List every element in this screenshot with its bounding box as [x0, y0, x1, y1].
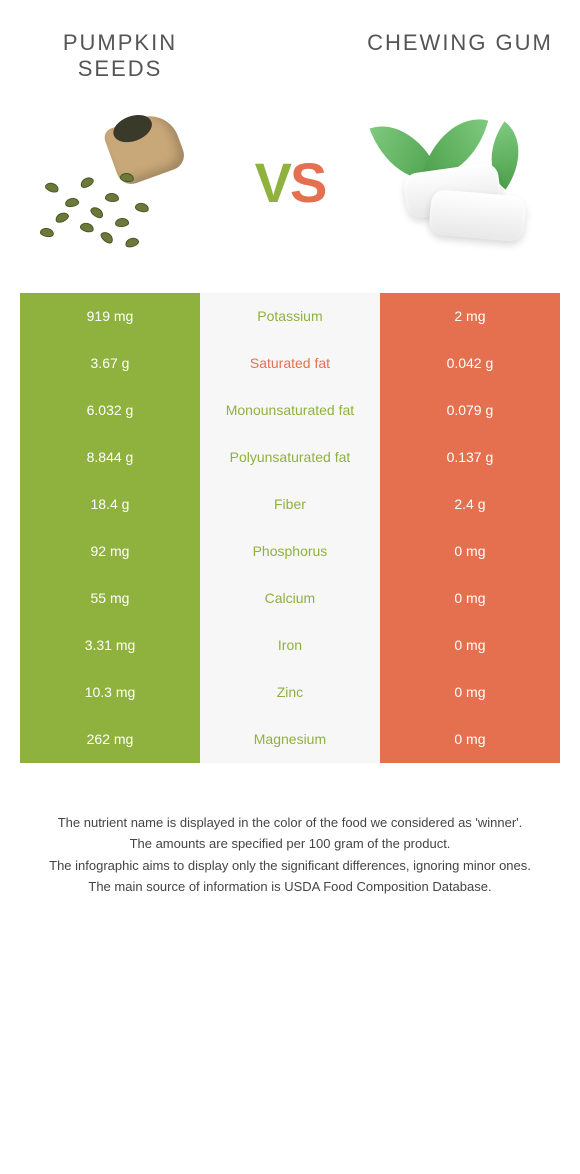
value-left: 3.31 mg	[20, 622, 200, 669]
value-left: 262 mg	[20, 716, 200, 763]
value-left: 919 mg	[20, 293, 200, 340]
nutrient-label: Iron	[200, 622, 380, 669]
value-right: 0 mg	[380, 622, 560, 669]
nutrient-label: Polyunsaturated fat	[200, 434, 380, 481]
footer-line-4: The main source of information is USDA F…	[30, 877, 550, 897]
value-left: 8.844 g	[20, 434, 200, 481]
value-left: 55 mg	[20, 575, 200, 622]
left-title: PUMPKIN SEEDS	[20, 30, 220, 83]
value-right: 0.042 g	[380, 340, 560, 387]
table-row: 919 mgPotassium2 mg	[20, 293, 560, 340]
nutrient-label: Fiber	[200, 481, 380, 528]
footer-line-1: The nutrient name is displayed in the co…	[30, 813, 550, 833]
table-row: 3.67 gSaturated fat0.042 g	[20, 340, 560, 387]
comparison-table: 919 mgPotassium2 mg3.67 gSaturated fat0.…	[20, 293, 560, 763]
images-row: VS	[20, 103, 560, 263]
value-right: 2 mg	[380, 293, 560, 340]
chewing-gum-image	[370, 108, 560, 258]
value-right: 0 mg	[380, 528, 560, 575]
vs-v: V	[255, 151, 290, 214]
nutrient-label: Magnesium	[200, 716, 380, 763]
value-right: 0 mg	[380, 716, 560, 763]
footer-line-3: The infographic aims to display only the…	[30, 856, 550, 876]
nutrient-label: Phosphorus	[200, 528, 380, 575]
value-left: 92 mg	[20, 528, 200, 575]
table-row: 8.844 gPolyunsaturated fat0.137 g	[20, 434, 560, 481]
value-left: 18.4 g	[20, 481, 200, 528]
value-left: 6.032 g	[20, 387, 200, 434]
header: PUMPKIN SEEDS CHEWING GUM	[20, 30, 560, 83]
value-right: 0.079 g	[380, 387, 560, 434]
table-row: 18.4 gFiber2.4 g	[20, 481, 560, 528]
value-right: 0 mg	[380, 669, 560, 716]
vs-badge: VS	[255, 150, 326, 215]
table-row: 3.31 mgIron0 mg	[20, 622, 560, 669]
table-row: 6.032 gMonounsaturated fat0.079 g	[20, 387, 560, 434]
pumpkin-seeds-image	[20, 108, 210, 258]
value-left: 10.3 mg	[20, 669, 200, 716]
vs-s: S	[290, 151, 325, 214]
table-row: 55 mgCalcium0 mg	[20, 575, 560, 622]
footer: The nutrient name is displayed in the co…	[20, 813, 560, 897]
value-left: 3.67 g	[20, 340, 200, 387]
value-right: 2.4 g	[380, 481, 560, 528]
value-right: 0 mg	[380, 575, 560, 622]
table-row: 262 mgMagnesium0 mg	[20, 716, 560, 763]
nutrient-label: Potassium	[200, 293, 380, 340]
footer-line-2: The amounts are specified per 100 gram o…	[30, 834, 550, 854]
nutrient-label: Calcium	[200, 575, 380, 622]
right-title: CHEWING GUM	[360, 30, 560, 83]
value-right: 0.137 g	[380, 434, 560, 481]
table-row: 10.3 mgZinc0 mg	[20, 669, 560, 716]
nutrient-label: Zinc	[200, 669, 380, 716]
nutrient-label: Monounsaturated fat	[200, 387, 380, 434]
nutrient-label: Saturated fat	[200, 340, 380, 387]
table-row: 92 mgPhosphorus0 mg	[20, 528, 560, 575]
